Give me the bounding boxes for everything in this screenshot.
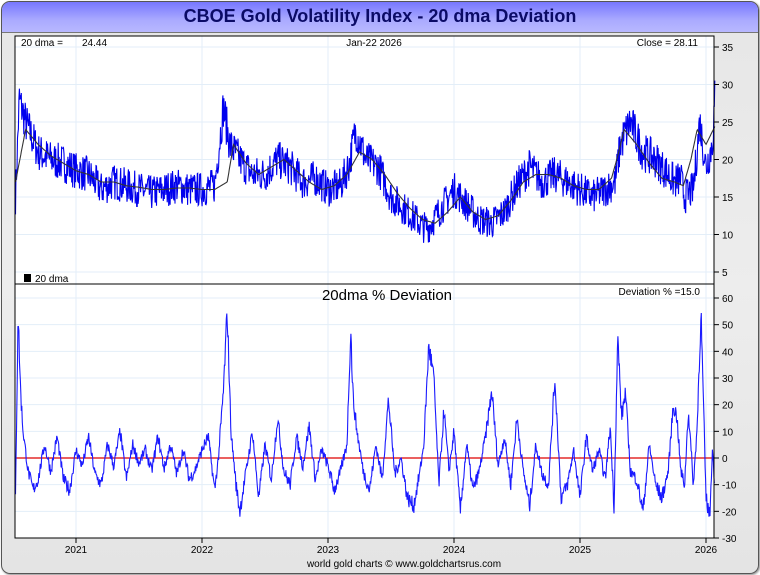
deviation-y-axis: -30 -20 -10 0 10 20 30 40 50 60 (714, 294, 737, 545)
y-tick-label: -20 (722, 507, 737, 518)
legend-label-20dma: 20 dma (35, 274, 69, 285)
close-value: Close = 28.11 (637, 38, 699, 49)
dma-value: 24.44 (82, 38, 107, 49)
y-tick-label: 35 (722, 43, 734, 54)
footer-credit: world gold charts © www.goldchartsrus.co… (306, 559, 501, 570)
y-tick-label: 25 (722, 118, 734, 129)
y-tick-label: 0 (722, 454, 728, 465)
deviation-panel-title: 20dma % Deviation (322, 287, 452, 304)
x-axis: 2021 2022 2023 2024 2025 2026 (65, 538, 718, 556)
y-tick-label: 50 (722, 321, 734, 332)
y-tick-label: 5 (722, 268, 728, 279)
legend-swatch-20dma (24, 274, 31, 282)
chart-svg: 5101520253035 20 dma = 24.44 Jan-22 2026… (0, 0, 760, 575)
deviation-value: Deviation % =15.0 (619, 287, 701, 298)
y-tick-label: 20 (722, 401, 734, 412)
x-tick-label: 2023 (317, 545, 340, 556)
y-tick-label: 40 (722, 347, 734, 358)
y-tick-label: 30 (722, 81, 734, 92)
deviation-panel-background (15, 284, 714, 538)
y-tick-label: 20 (722, 156, 734, 167)
current-date: Jan-22 2026 (346, 38, 402, 49)
y-tick-label: -30 (722, 534, 737, 545)
x-tick-label: 2024 (443, 545, 466, 556)
y-tick-label: 10 (722, 231, 734, 242)
dma-label: 20 dma = (21, 38, 63, 49)
x-tick-label: 2026 (695, 545, 718, 556)
x-tick-label: 2025 (569, 545, 592, 556)
y-tick-label: 15 (722, 193, 734, 204)
x-tick-label: 2022 (191, 545, 214, 556)
y-tick-label: 60 (722, 294, 734, 305)
y-tick-label: -10 (722, 481, 737, 492)
price-y-axis: 5 10 15 20 25 30 35 (714, 43, 734, 279)
y-tick-label: 30 (722, 374, 734, 385)
y-tick-label: 10 (722, 427, 734, 438)
x-tick-label: 2021 (65, 545, 88, 556)
